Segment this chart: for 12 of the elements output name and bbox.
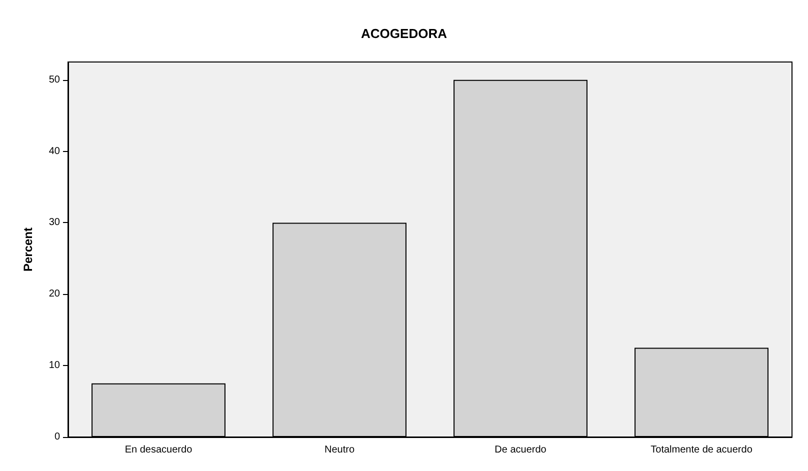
y-tick-label: 40 [48,146,60,157]
y-tick-label: 10 [48,360,60,372]
y-axis-title: Percent [21,227,35,272]
y-tick-label: 30 [48,217,60,228]
x-tick-label: Neutro [324,444,355,456]
y-tick-label: 50 [48,74,60,86]
y-tick-label: 20 [48,288,60,300]
x-tick-label: En desacuerdo [124,444,193,456]
x-tick-label: De acuerdo [494,444,547,456]
x-tick-label: Totalmente de acuerdo [650,444,753,456]
chart-title: ACOGEDORA [361,26,448,41]
y-tick-label: 0 [54,432,60,442]
